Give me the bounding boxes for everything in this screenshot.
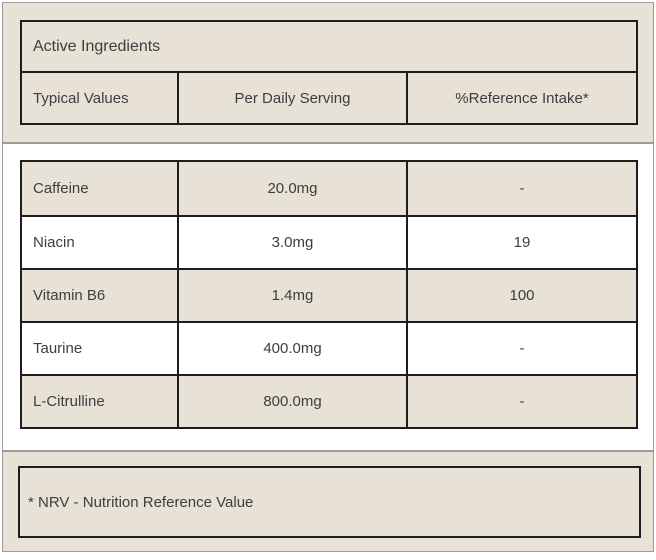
reference-intake-cell: 19	[513, 234, 531, 251]
footnote-panel: * NRV - Nutrition Reference Value	[2, 451, 654, 552]
per-daily-serving-cell: 20.0mg	[177, 162, 408, 215]
column-header-reference-intake: %Reference Intake*	[455, 89, 589, 107]
per-daily-serving-cell: 800.0mg	[177, 376, 408, 427]
ingredient-name-cell: L-Citrulline	[33, 393, 105, 410]
active-ingredients-panel: Active Ingredients Typical Values Per Da…	[2, 2, 654, 143]
ingredients-table: Caffeine 20.0mg - Niacin 3.0mg 19 Vitami…	[20, 160, 638, 429]
ingredient-name-cell: Vitamin B6	[33, 287, 106, 304]
ingredient-name-cell: Caffeine	[33, 180, 89, 197]
column-headers-row: Typical Values Per Daily Serving %Refere…	[22, 73, 636, 123]
table-row-caffeine: Caffeine 20.0mg -	[22, 162, 636, 215]
table-row-vitamin-b6: Vitamin B6 1.4mg 100	[22, 268, 636, 321]
table-row-niacin: Niacin 3.0mg 19	[22, 215, 636, 268]
ingredients-table-panel: Caffeine 20.0mg - Niacin 3.0mg 19 Vitami…	[2, 143, 654, 451]
reference-intake-cell: 100	[509, 287, 535, 304]
per-daily-serving-cell: 400.0mg	[177, 323, 408, 374]
column-header-per-daily-serving: Per Daily Serving	[177, 73, 408, 123]
table-row-l-citrulline: L-Citrulline 800.0mg -	[22, 374, 636, 427]
table-row-taurine: Taurine 400.0mg -	[22, 321, 636, 374]
ingredient-name-cell: Taurine	[33, 340, 83, 357]
nrv-footnote: * NRV - Nutrition Reference Value	[18, 466, 641, 538]
header-table: Active Ingredients Typical Values Per Da…	[20, 20, 638, 125]
per-daily-serving-cell: 1.4mg	[177, 270, 408, 321]
reference-intake-cell: -	[519, 340, 525, 357]
reference-intake-cell: -	[519, 393, 525, 410]
per-daily-serving-cell: 3.0mg	[177, 217, 408, 268]
active-ingredients-title: Active Ingredients	[22, 22, 636, 73]
ingredient-name-cell: Niacin	[33, 234, 75, 251]
reference-intake-cell: -	[519, 180, 525, 197]
column-header-typical-values: Typical Values	[33, 89, 129, 107]
